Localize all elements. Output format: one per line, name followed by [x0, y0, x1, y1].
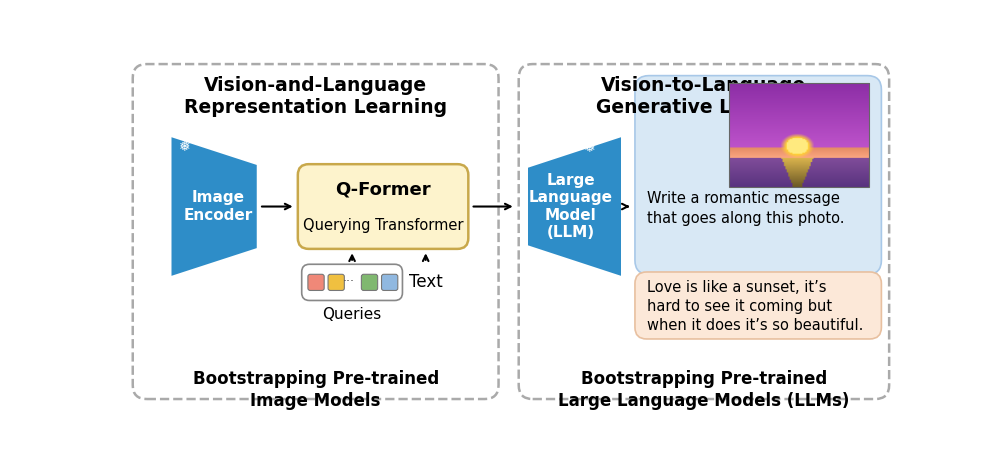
Text: Bootstrapping Pre-trained
Large Language Models (LLMs): Bootstrapping Pre-trained Large Language… — [558, 370, 850, 410]
Polygon shape — [528, 137, 621, 276]
Text: ···: ··· — [342, 275, 354, 288]
FancyBboxPatch shape — [382, 274, 398, 291]
Text: Queries: Queries — [322, 307, 382, 322]
Text: Text: Text — [409, 273, 443, 292]
Text: Vision-to-Language
Generative Learning: Vision-to-Language Generative Learning — [596, 75, 812, 117]
Bar — [729, 83, 869, 187]
Text: Large
Language
Model
(LLM): Large Language Model (LLM) — [529, 173, 613, 240]
FancyBboxPatch shape — [519, 64, 889, 399]
Text: Q-Former: Q-Former — [335, 181, 431, 199]
Text: ❅: ❅ — [584, 141, 595, 155]
Text: Love is like a sunset, it’s
hard to see it coming but
when it does it’s so beaut: Love is like a sunset, it’s hard to see … — [647, 280, 863, 333]
FancyBboxPatch shape — [298, 164, 468, 249]
Text: Bootstrapping Pre-trained
Image Models: Bootstrapping Pre-trained Image Models — [193, 370, 439, 410]
Text: Image
Encoder: Image Encoder — [183, 190, 253, 223]
Polygon shape — [172, 137, 257, 276]
Text: Write a romantic message
that goes along this photo.: Write a romantic message that goes along… — [647, 191, 844, 226]
FancyBboxPatch shape — [328, 274, 344, 291]
Text: Vision-and-Language
Representation Learning: Vision-and-Language Representation Learn… — [184, 75, 447, 117]
FancyBboxPatch shape — [302, 264, 402, 300]
FancyBboxPatch shape — [635, 272, 881, 339]
FancyBboxPatch shape — [361, 274, 378, 291]
Text: ❅: ❅ — [179, 140, 191, 154]
FancyBboxPatch shape — [308, 274, 324, 291]
FancyBboxPatch shape — [133, 64, 499, 399]
FancyBboxPatch shape — [635, 75, 881, 274]
Text: Querying Transformer: Querying Transformer — [303, 218, 463, 233]
